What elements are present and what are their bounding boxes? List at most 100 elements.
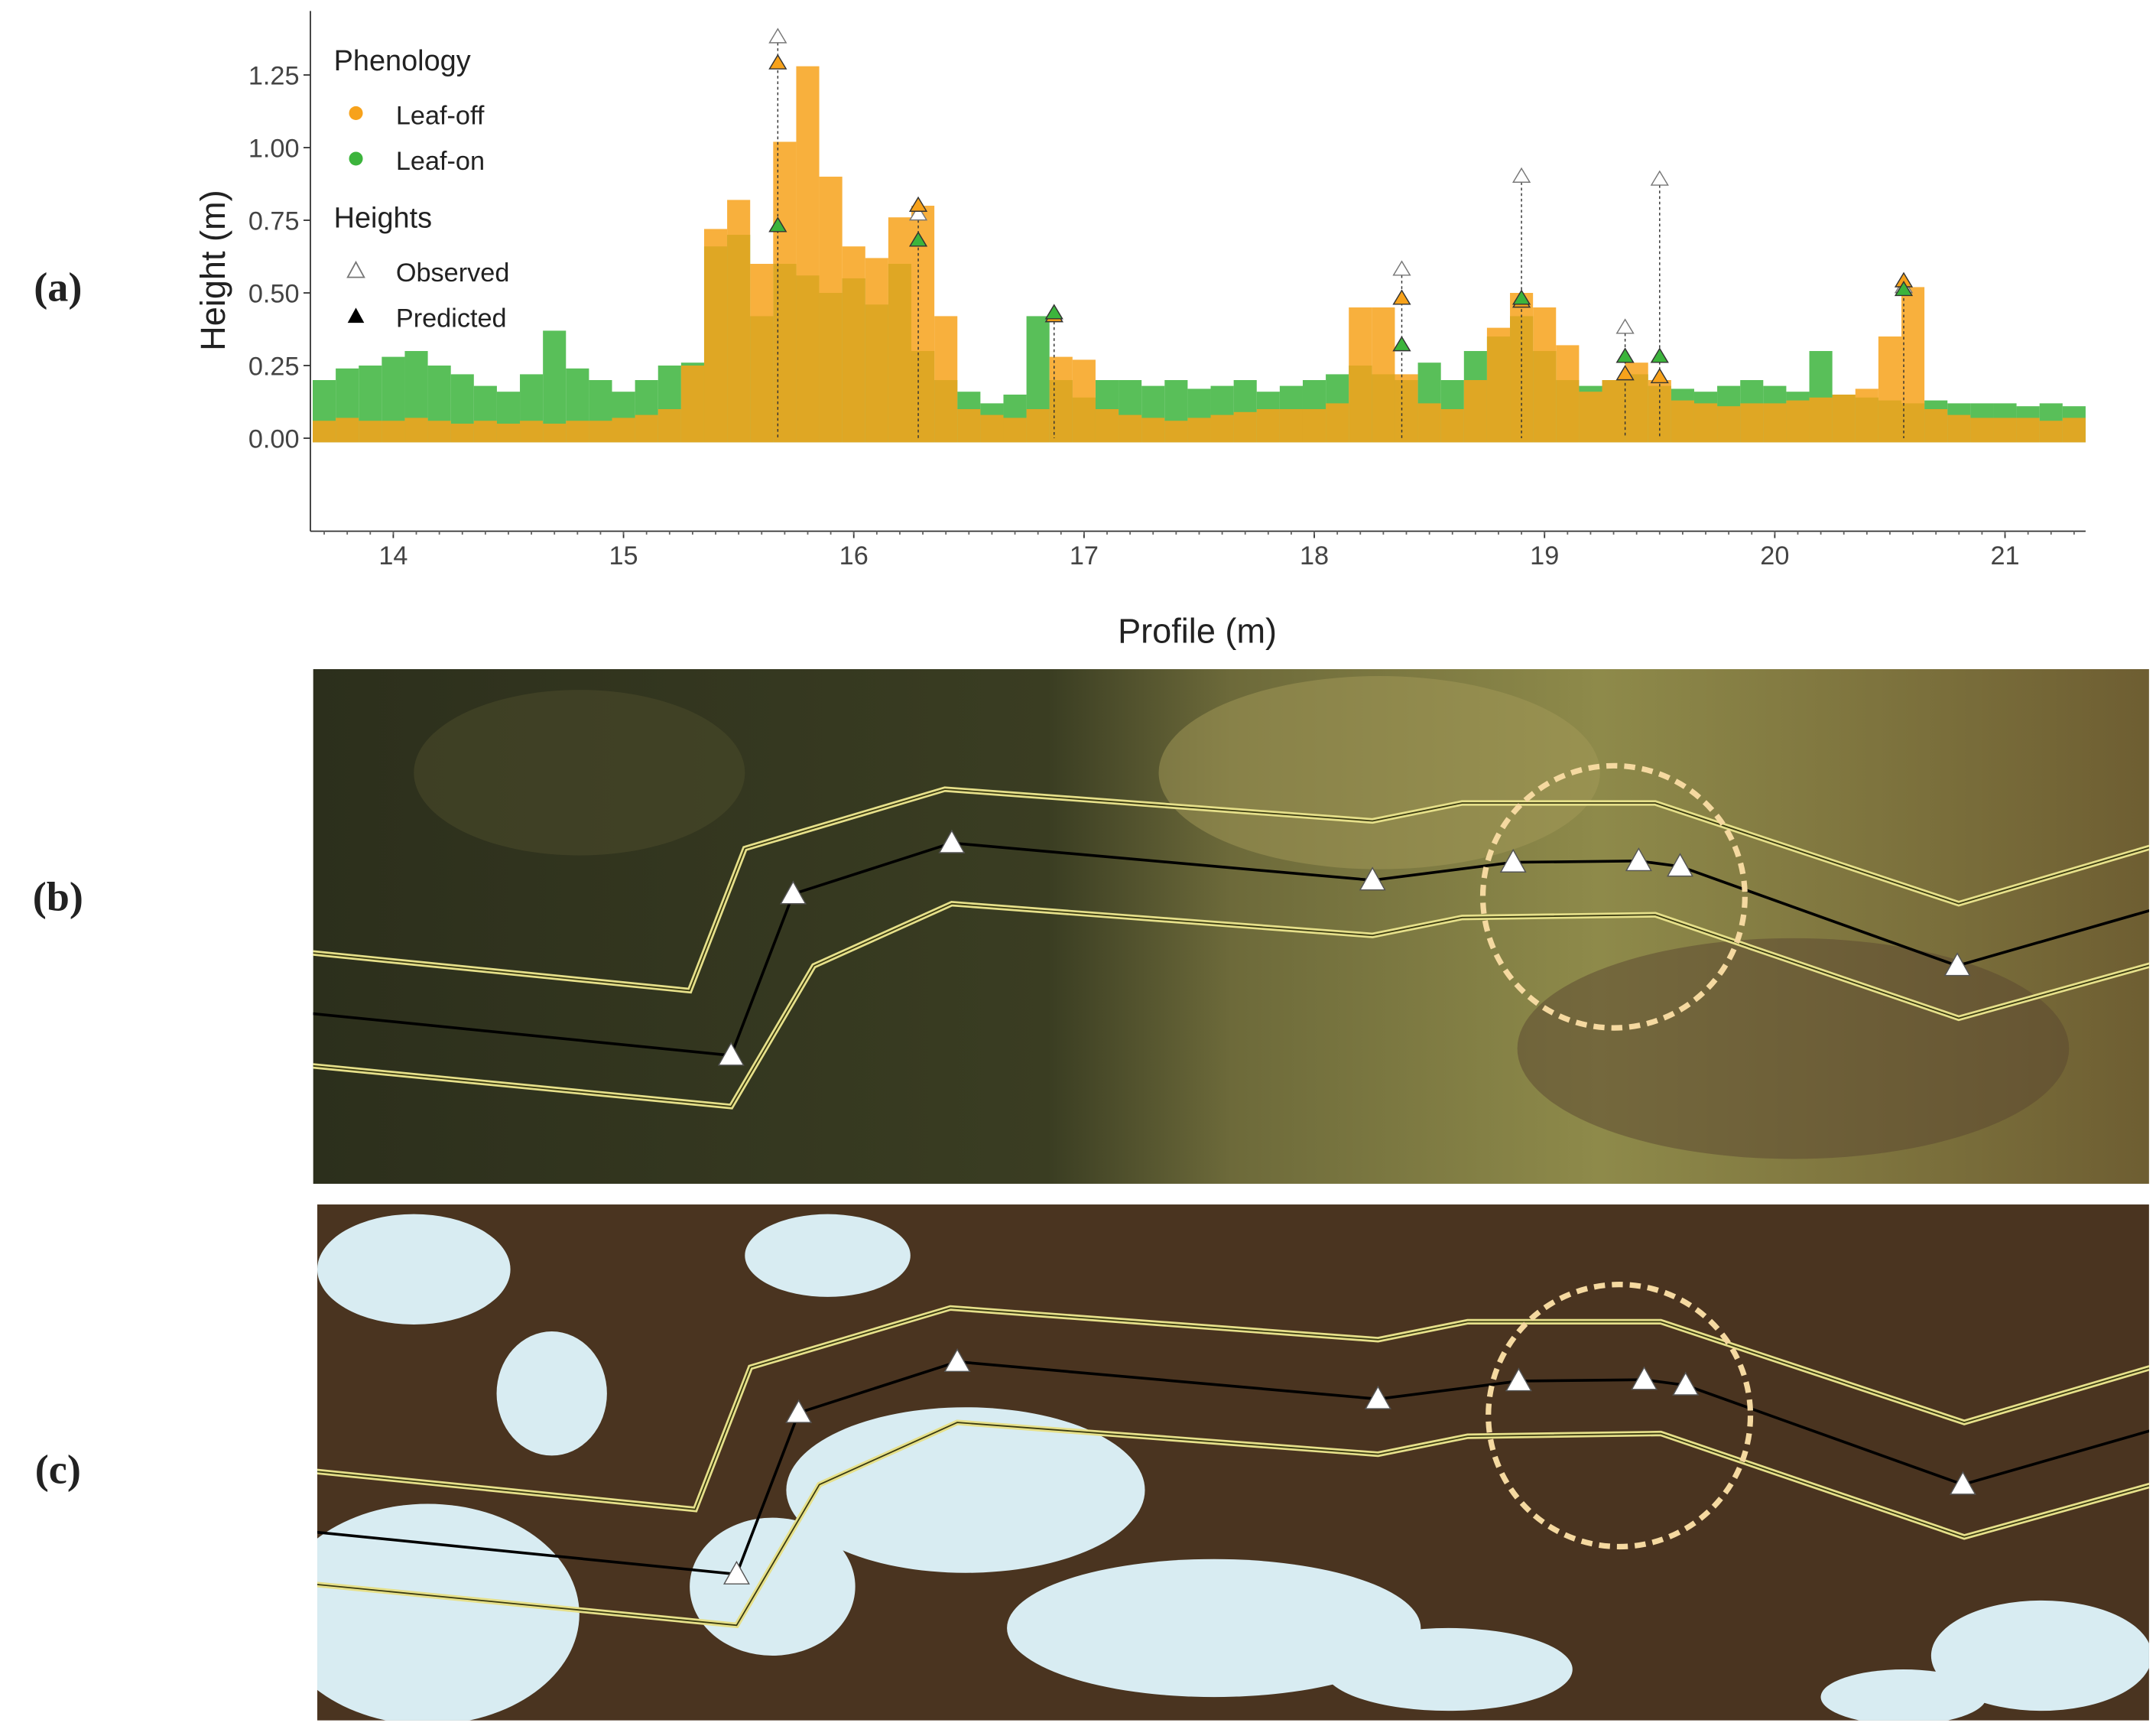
- point-cloud-column: [1855, 388, 1878, 443]
- point-cloud-column: [1924, 409, 1948, 443]
- legend-label: Leaf-off: [396, 101, 485, 130]
- point-cloud-column: [312, 421, 336, 443]
- observed-height: [908, 205, 928, 221]
- point-cloud-column: [1233, 411, 1257, 443]
- x-tick-label: 21: [1990, 541, 2019, 570]
- x-tick-label: 18: [1300, 541, 1329, 570]
- point-cloud-column: [427, 421, 451, 443]
- point-cloud-column: [1901, 287, 1925, 443]
- point-cloud-column: [1671, 400, 1694, 443]
- point-cloud-column: [1187, 418, 1211, 443]
- y-tick-label: 0.25: [248, 353, 300, 382]
- point-cloud-column: [635, 414, 658, 443]
- point-cloud-column: [1372, 307, 1395, 443]
- x-tick-label: 16: [839, 541, 869, 570]
- point-cloud-column: [796, 66, 820, 443]
- legend-swatch: [349, 106, 363, 120]
- panel-label: (a): [34, 264, 82, 310]
- y-tick-label: 0.50: [248, 280, 300, 309]
- point-cloud-column: [658, 409, 681, 443]
- point-cloud-column: [1763, 403, 1787, 443]
- point-cloud-column: [1302, 409, 1326, 443]
- point-cloud-column: [612, 418, 635, 443]
- predicted-height-leaf-on: [1392, 336, 1411, 352]
- point-cloud-column: [1119, 414, 1142, 443]
- predicted-height-leaf-off: [768, 54, 787, 70]
- point-cloud-column: [450, 424, 474, 443]
- point-cloud-column: [1395, 374, 1418, 443]
- point-cloud-column: [1809, 397, 1833, 443]
- predicted-height-leaf-on: [1511, 289, 1531, 305]
- point-cloud-column: [404, 418, 428, 443]
- point-cloud-column: [1740, 403, 1764, 443]
- panel-label: (c): [35, 1446, 81, 1492]
- point-cloud-column: [1463, 380, 1487, 443]
- point-cloud-column: [888, 217, 912, 443]
- point-cloud-column: [382, 421, 405, 443]
- x-tick-label: 19: [1530, 541, 1559, 570]
- point-cloud-column: [1878, 336, 1902, 443]
- x-axis-title: Profile (m): [1118, 612, 1277, 651]
- x-tick-label: 20: [1760, 541, 1789, 570]
- legend-swatch: [349, 151, 363, 166]
- point-cloud-column: [680, 366, 704, 443]
- point-cloud-column: [750, 264, 774, 443]
- observed-height: [1511, 167, 1531, 183]
- point-cloud-column: [543, 424, 567, 443]
- observed-height: [1615, 318, 1635, 334]
- point-cloud-column: [589, 421, 612, 443]
- observed-height: [768, 28, 787, 44]
- point-cloud-column: [1832, 395, 1856, 443]
- point-cloud-column: [1210, 414, 1234, 443]
- point-cloud-column: [727, 200, 751, 443]
- point-cloud-column: [1417, 403, 1441, 443]
- predicted-height-leaf-off: [1615, 365, 1635, 381]
- y-tick-label: 0.75: [248, 207, 300, 236]
- point-cloud-column: [1602, 380, 1625, 443]
- predicted-height-leaf-off: [1650, 367, 1669, 384]
- y-tick-label: 0.00: [248, 425, 300, 454]
- point-cloud-column: [842, 246, 865, 443]
- point-cloud-column: [473, 421, 497, 443]
- legend-label: Observed: [396, 258, 510, 288]
- photo-leaf-off: [317, 1204, 2149, 1721]
- y-axis-title: Height (m): [193, 190, 232, 350]
- point-cloud-column: [819, 177, 843, 443]
- point-cloud-column: [1693, 403, 1718, 443]
- legend-label: Predicted: [396, 304, 507, 333]
- point-cloud-column: [1970, 418, 1994, 443]
- scatter-plot: 14 15 16 17 18 19 20 21 0.00 0.25 0.50 0.75 1.00 1.25…: [248, 11, 2086, 570]
- predicted-height-leaf-on: [908, 231, 928, 247]
- point-cloud-column: [1533, 307, 1557, 443]
- point-cloud-column: [1279, 409, 1303, 443]
- point-cloud-column: [520, 421, 544, 443]
- point-cloud-column: [1049, 356, 1073, 443]
- legend-title: Phenology: [334, 45, 471, 77]
- point-cloud-column: [359, 421, 382, 443]
- predicted-height-leaf-on: [768, 216, 787, 232]
- point-cloud-column: [1095, 409, 1119, 443]
- point-cloud-column: [1003, 418, 1027, 443]
- point-cloud-column: [703, 229, 728, 443]
- predicted-height-leaf-on: [1894, 280, 1914, 297]
- x-tick-label: 17: [1070, 541, 1099, 570]
- panel-label: (b): [33, 874, 83, 920]
- legend-title: Heights: [334, 203, 432, 235]
- legend-swatch: [347, 307, 365, 323]
- point-cloud-column: [1141, 418, 1165, 443]
- point-cloud-column: [1486, 327, 1511, 443]
- observed-height: [1392, 260, 1411, 276]
- point-cloud-column: [1786, 400, 1810, 443]
- predicted-height-leaf-on: [1650, 347, 1669, 363]
- point-cloud-column: [1326, 403, 1349, 443]
- predicted-height-leaf-on: [1615, 347, 1635, 363]
- point-cloud-column: [1026, 409, 1050, 443]
- y-tick-label: 1.25: [248, 62, 300, 91]
- predicted-height-leaf-off: [908, 196, 928, 212]
- point-cloud-column: [496, 424, 521, 443]
- observed-height: [1650, 170, 1669, 186]
- point-cloud-column: [2039, 421, 2063, 443]
- point-cloud-column: [2062, 418, 2086, 443]
- point-cloud-column: [980, 414, 1004, 443]
- point-cloud-column: [1579, 392, 1602, 443]
